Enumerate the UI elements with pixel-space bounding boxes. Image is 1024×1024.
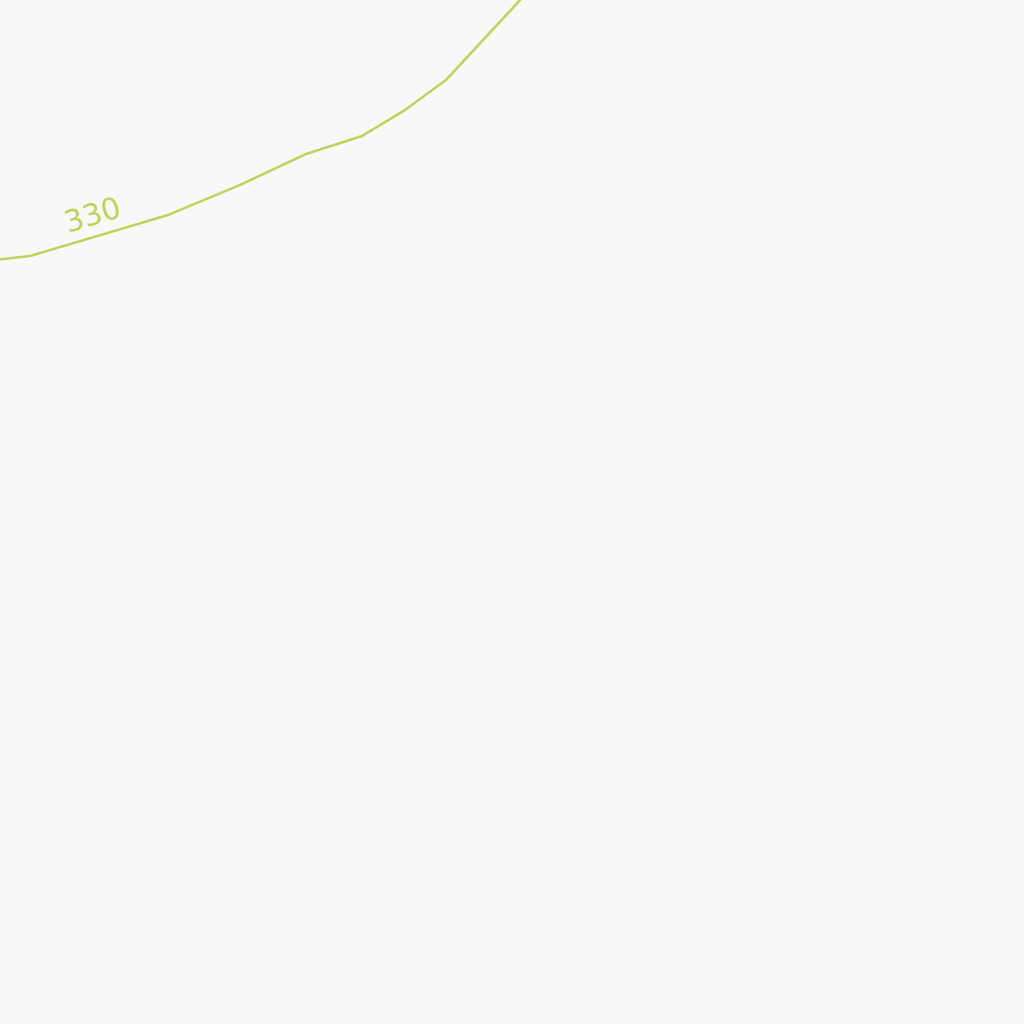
contour-line — [0, 0, 522, 261]
